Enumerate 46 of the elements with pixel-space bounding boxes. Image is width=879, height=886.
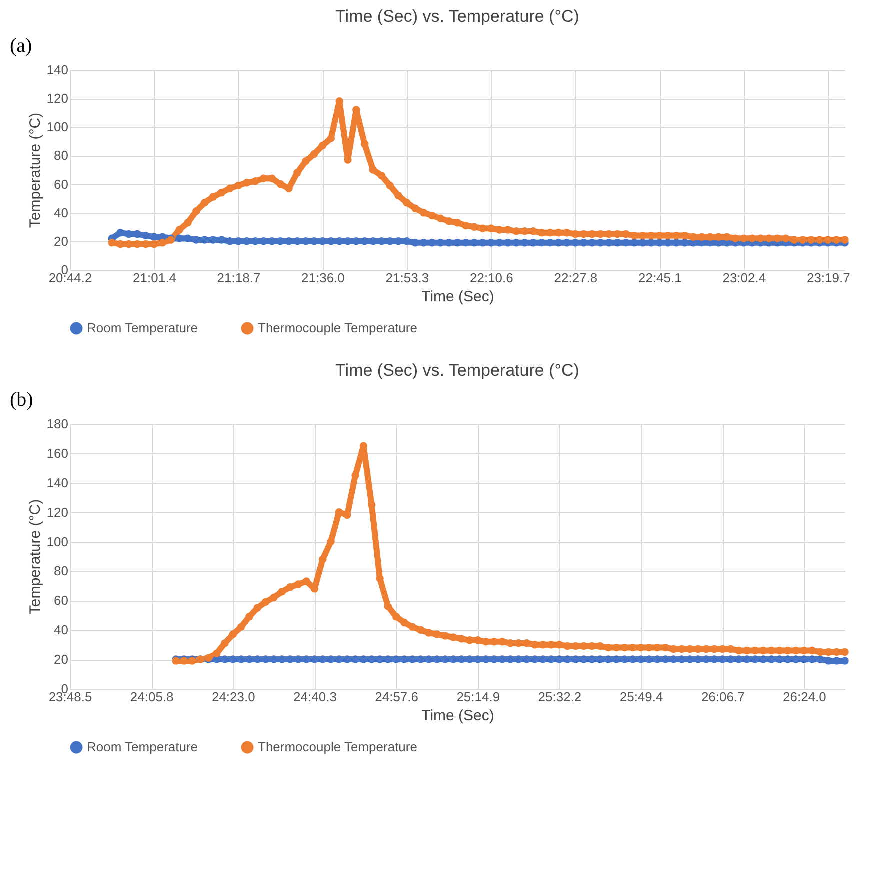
x-tick-label: 21:01.4 xyxy=(133,270,176,286)
x-tick-label: 26:06.7 xyxy=(701,690,745,704)
text: (a) xyxy=(10,35,32,57)
y-tick-label: 120 xyxy=(46,91,68,106)
x-tick-label: 23:02.4 xyxy=(722,270,766,286)
x-tick-label: 22:10.6 xyxy=(470,270,514,286)
y-tick-label: 20 xyxy=(54,234,68,249)
y-tick-label: 100 xyxy=(46,534,68,550)
x-tick-label: 24:40.3 xyxy=(294,690,337,704)
legend-label: Room Temperature xyxy=(87,320,198,336)
y-axis-title: Temperature (°C) xyxy=(26,499,44,615)
x-tick-label: 22:27.8 xyxy=(554,270,598,286)
x-tick-label: 24:57.6 xyxy=(375,690,419,704)
x-tick-label: 25:14.9 xyxy=(456,690,500,704)
legend-label: Thermocouple Temperature xyxy=(258,320,418,336)
x-tick-label: 21:53.3 xyxy=(386,270,430,286)
legend-label: Thermocouple Temperature xyxy=(258,740,418,755)
x-tick-label: 24:23.0 xyxy=(212,690,256,704)
x-tick-label: 21:36.0 xyxy=(302,270,345,286)
x-axis-title: Time (Sec) xyxy=(422,288,494,306)
legend-label: Room Temperature xyxy=(87,740,198,755)
y-tick-label: 80 xyxy=(54,148,68,164)
y-axis-title: Temperature (°C) xyxy=(26,112,44,228)
x-tick-label: 21:18.7 xyxy=(217,270,261,286)
y-tick-label: 120 xyxy=(46,504,68,520)
chart-title: Time (Sec) vs. Temperature (°C) xyxy=(336,361,580,380)
x-tick-label: 22:45.1 xyxy=(638,270,682,286)
y-tick-label: 40 xyxy=(54,622,68,638)
x-tick-label: 25:49.4 xyxy=(620,690,664,704)
y-tick-label: 60 xyxy=(54,593,68,608)
x-tick-label: 24:05.8 xyxy=(130,690,174,704)
x-tick-label: 26:24.0 xyxy=(783,690,826,704)
y-tick-label: 100 xyxy=(46,120,68,135)
x-tick-label: 25:32.2 xyxy=(538,690,582,704)
y-tick-label: 60 xyxy=(54,176,68,192)
x-tick-label: 23:19.7 xyxy=(806,270,850,286)
y-tick-label: 140 xyxy=(46,475,68,490)
y-tick-label: 180 xyxy=(46,416,68,432)
y-tick-label: 80 xyxy=(54,564,68,579)
x-axis-title: Time (Sec) xyxy=(422,708,494,724)
y-tick-label: 20 xyxy=(54,652,68,668)
text: (b) xyxy=(10,389,34,411)
chart-title: Time (Sec) vs. Temperature (°C) xyxy=(336,7,580,26)
y-tick-label: 140 xyxy=(46,62,68,78)
y-tick-label: 160 xyxy=(46,446,68,461)
y-tick-label: 40 xyxy=(54,205,68,220)
